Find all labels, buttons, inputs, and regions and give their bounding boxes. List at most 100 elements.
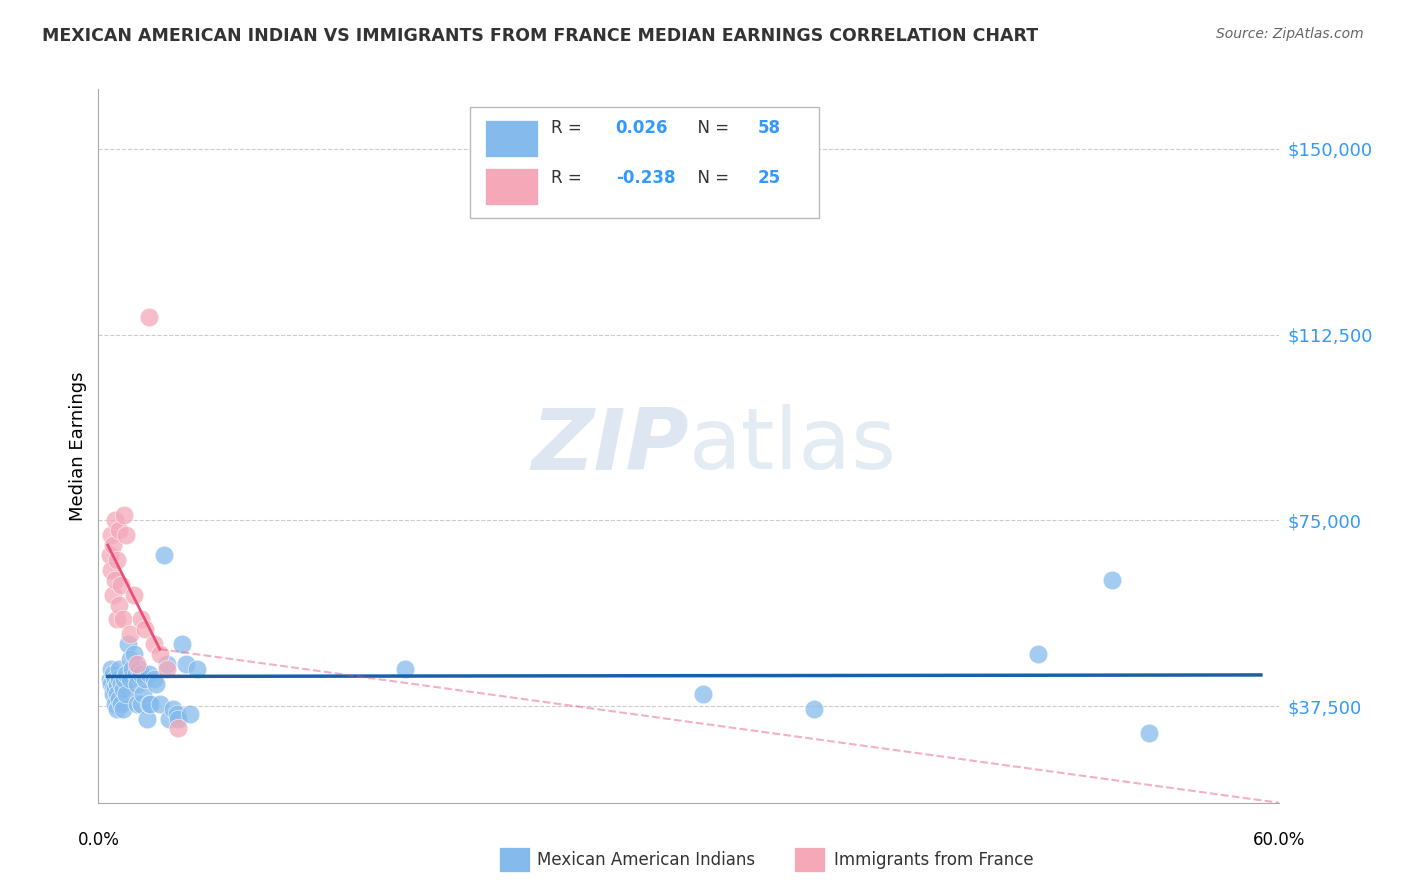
Point bbox=[121, 662, 143, 676]
Y-axis label: Median Earnings: Median Earnings bbox=[69, 371, 87, 521]
Point bbox=[134, 672, 156, 686]
Point bbox=[117, 637, 139, 651]
Point bbox=[172, 637, 194, 651]
Point bbox=[143, 637, 166, 651]
Point bbox=[174, 657, 197, 671]
Point bbox=[103, 687, 125, 701]
Point bbox=[129, 667, 152, 681]
Point bbox=[114, 508, 136, 523]
Point bbox=[138, 667, 160, 681]
Point bbox=[114, 672, 136, 686]
Point bbox=[103, 667, 125, 681]
Point bbox=[145, 677, 167, 691]
Point bbox=[103, 538, 125, 552]
Point bbox=[157, 712, 180, 726]
Point bbox=[104, 697, 127, 711]
Point bbox=[128, 662, 150, 676]
Point bbox=[103, 588, 125, 602]
Text: Source: ZipAtlas.com: Source: ZipAtlas.com bbox=[1216, 27, 1364, 41]
Point bbox=[105, 677, 128, 691]
Point bbox=[143, 672, 166, 686]
Point bbox=[135, 712, 157, 726]
Point bbox=[122, 588, 145, 602]
Point bbox=[100, 528, 122, 542]
Text: 60.0%: 60.0% bbox=[1253, 831, 1306, 849]
Point bbox=[1137, 726, 1160, 740]
Point bbox=[149, 697, 172, 711]
Point bbox=[803, 701, 825, 715]
Point bbox=[149, 647, 172, 661]
Point bbox=[134, 623, 156, 637]
Point bbox=[129, 697, 152, 711]
Point bbox=[167, 722, 190, 736]
Text: 0.0%: 0.0% bbox=[77, 831, 120, 849]
Point bbox=[122, 647, 145, 661]
Point bbox=[167, 712, 190, 726]
Text: R =: R = bbox=[551, 169, 586, 187]
Point bbox=[1026, 647, 1049, 661]
Point bbox=[111, 701, 134, 715]
Point bbox=[105, 701, 128, 715]
Point bbox=[98, 672, 121, 686]
Text: R =: R = bbox=[551, 120, 586, 137]
Point bbox=[105, 553, 128, 567]
Point bbox=[132, 687, 155, 701]
Point bbox=[156, 662, 179, 676]
Point bbox=[186, 662, 208, 676]
Point bbox=[156, 657, 179, 671]
Text: N =: N = bbox=[686, 169, 734, 187]
Point bbox=[108, 662, 131, 676]
Point bbox=[103, 681, 125, 696]
Point bbox=[105, 687, 128, 701]
Point bbox=[111, 612, 134, 626]
Text: 58: 58 bbox=[758, 120, 780, 137]
Point bbox=[110, 697, 132, 711]
Point bbox=[108, 598, 131, 612]
Point bbox=[108, 691, 131, 706]
Point bbox=[115, 528, 138, 542]
Text: Immigrants from France: Immigrants from France bbox=[834, 851, 1033, 869]
Text: MEXICAN AMERICAN INDIAN VS IMMIGRANTS FROM FRANCE MEDIAN EARNINGS CORRELATION CH: MEXICAN AMERICAN INDIAN VS IMMIGRANTS FR… bbox=[42, 27, 1038, 45]
Point bbox=[108, 523, 131, 537]
Point bbox=[152, 548, 174, 562]
Point bbox=[166, 706, 188, 721]
Point bbox=[179, 706, 201, 721]
Point bbox=[118, 652, 141, 666]
Point bbox=[124, 667, 146, 681]
Point bbox=[138, 697, 160, 711]
Point bbox=[692, 687, 714, 701]
Text: 0.026: 0.026 bbox=[616, 120, 668, 137]
Point bbox=[100, 677, 122, 691]
Point bbox=[129, 612, 152, 626]
Point bbox=[104, 513, 127, 527]
Point bbox=[104, 672, 127, 686]
Point bbox=[110, 578, 132, 592]
Point bbox=[118, 672, 141, 686]
Point bbox=[100, 563, 122, 577]
Point bbox=[115, 667, 138, 681]
Bar bbox=[485, 120, 537, 157]
Text: ZIP: ZIP bbox=[531, 404, 689, 488]
Point bbox=[108, 672, 131, 686]
Point bbox=[104, 681, 127, 696]
Text: N =: N = bbox=[686, 120, 734, 137]
Point bbox=[98, 548, 121, 562]
FancyBboxPatch shape bbox=[471, 107, 818, 218]
Point bbox=[105, 612, 128, 626]
Point bbox=[138, 310, 160, 325]
Point bbox=[1101, 573, 1123, 587]
Bar bbox=[485, 168, 537, 205]
Text: 25: 25 bbox=[758, 169, 780, 187]
Point bbox=[127, 657, 149, 671]
Point bbox=[111, 681, 134, 696]
Point bbox=[100, 662, 122, 676]
Text: Mexican American Indians: Mexican American Indians bbox=[537, 851, 755, 869]
Point bbox=[162, 701, 184, 715]
Point bbox=[394, 662, 416, 676]
Point bbox=[104, 573, 127, 587]
Point bbox=[127, 697, 149, 711]
Text: -0.238: -0.238 bbox=[616, 169, 675, 187]
Point bbox=[127, 677, 149, 691]
Point bbox=[115, 687, 138, 701]
Point bbox=[139, 697, 162, 711]
